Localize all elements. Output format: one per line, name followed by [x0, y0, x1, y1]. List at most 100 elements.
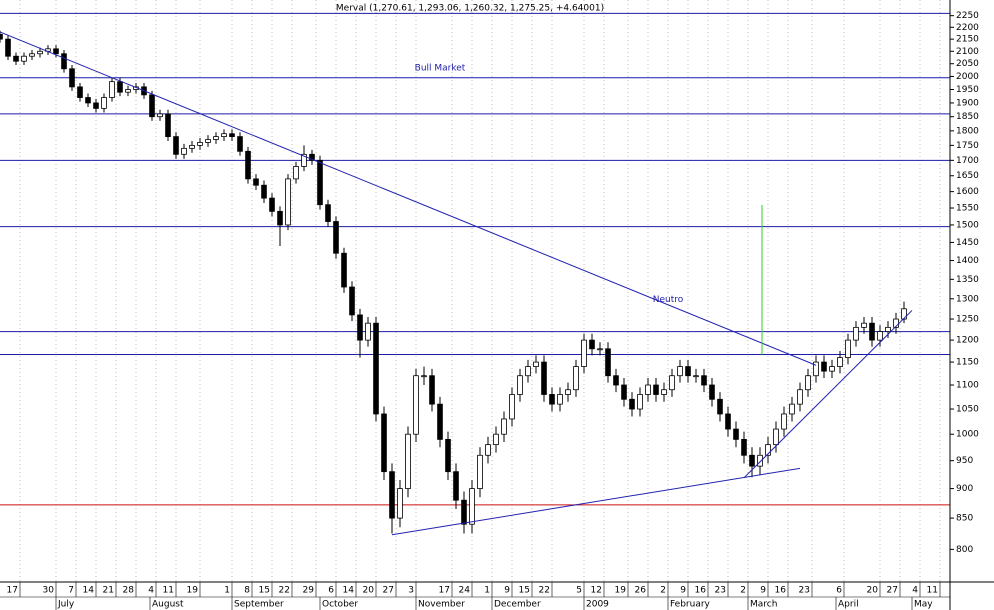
candle-body	[741, 438, 747, 456]
x-tick-label: 12	[591, 586, 602, 596]
x-tick-label: 14	[83, 586, 95, 596]
candle-body	[461, 499, 467, 525]
month-label: September	[234, 600, 284, 610]
candle-body	[437, 403, 443, 440]
y-tick-label: 2200	[956, 23, 979, 33]
y-tick-label: 2000	[956, 72, 979, 82]
x-tick-label: 28	[123, 586, 135, 596]
trend-line	[743, 310, 913, 479]
x-tick-label: 9	[760, 586, 766, 596]
candle-body	[85, 97, 91, 104]
y-tick-label: 1400	[956, 256, 979, 266]
y-tick-label: 1000	[956, 430, 979, 440]
x-tick-label: 15	[519, 586, 530, 596]
x-tick-label: 19	[187, 586, 199, 596]
candle-body	[797, 389, 803, 405]
x-tick-label: 17	[439, 586, 450, 596]
x-tick-label: 2	[740, 586, 746, 596]
candle-body	[813, 361, 819, 377]
y-tick-label: 2050	[956, 59, 979, 69]
x-tick-label: 23	[715, 586, 726, 596]
x-tick-label: 2	[660, 586, 666, 596]
y-tick-label: 1650	[956, 171, 979, 181]
y-tick-label: 1500	[956, 220, 979, 230]
candle-body	[885, 326, 891, 332]
candle-body	[445, 438, 451, 473]
candle-body	[253, 178, 259, 186]
x-tick-label: 26	[635, 586, 647, 596]
candle-body	[565, 389, 571, 395]
y-tick-label: 1800	[956, 126, 979, 136]
y-tick-label: 1700	[956, 156, 979, 166]
candle-body	[469, 488, 475, 525]
annotation: Neutro	[653, 295, 684, 305]
candle-body	[453, 471, 459, 501]
candle-body	[173, 136, 179, 155]
x-tick-label: 30	[43, 586, 55, 596]
candle-body	[645, 384, 651, 395]
candle-body	[493, 433, 499, 446]
candle-body	[781, 413, 787, 430]
candle-body	[117, 81, 123, 93]
month-label: February	[670, 600, 711, 610]
candle-body	[349, 286, 355, 316]
candle-body	[709, 384, 715, 400]
y-tick-label: 2150	[956, 35, 979, 45]
candle-body	[637, 394, 643, 410]
candle-body	[285, 178, 291, 226]
y-tick-label: 1350	[956, 275, 979, 285]
trend-lines	[0, 31, 913, 536]
candle-body	[277, 210, 283, 226]
y-tick-label: 1100	[956, 381, 979, 391]
x-tick-label: 8	[244, 586, 250, 596]
x-tick-label: 3	[408, 586, 414, 596]
x-tick-label: 16	[775, 586, 787, 596]
candle-body	[205, 139, 211, 143]
candle-body	[397, 488, 403, 519]
candle-body	[77, 86, 83, 98]
candle-body	[725, 413, 731, 430]
x-tick-label: 22	[539, 586, 550, 596]
candle-body	[485, 444, 491, 456]
candle-body	[357, 314, 363, 341]
x-tick-label: 16	[695, 586, 707, 596]
y-tick-label: 1050	[956, 405, 979, 415]
candle-body	[37, 50, 43, 55]
candle-body	[877, 331, 883, 341]
candles	[0, 30, 907, 534]
x-tick-label: 1	[224, 586, 230, 596]
x-tick-label: 24	[459, 586, 471, 596]
candle-body	[573, 366, 579, 391]
candle-body	[733, 428, 739, 440]
candle-body	[157, 113, 163, 118]
y-tick-label: 850	[956, 514, 973, 524]
candle-body	[765, 444, 771, 456]
x-tick-label: 29	[303, 586, 315, 596]
x-tick-label: 5	[576, 586, 582, 596]
candle-body	[13, 55, 19, 62]
candle-body	[701, 375, 707, 386]
candle-body	[181, 147, 187, 155]
candle-body	[333, 221, 339, 254]
x-tick-label: 9	[504, 586, 510, 596]
y-tick-label: 1300	[956, 294, 979, 304]
x-tick-label: 9	[680, 586, 686, 596]
candle-body	[53, 48, 59, 55]
candle-body	[557, 394, 563, 405]
candle-body	[749, 454, 755, 467]
x-tick-label: 27	[887, 586, 898, 596]
month-label: May	[914, 600, 933, 610]
candle-body	[101, 97, 107, 109]
candle-body	[309, 153, 315, 161]
candle-body	[613, 375, 619, 386]
x-tick-label: 6	[836, 586, 842, 596]
candle-body	[125, 89, 131, 93]
candle-body	[669, 375, 675, 391]
x-tick-label: 4	[912, 586, 918, 596]
candle-body	[501, 418, 507, 435]
candle-body	[293, 166, 299, 180]
x-tick-label: 1	[484, 586, 490, 596]
candle-body	[773, 428, 779, 446]
